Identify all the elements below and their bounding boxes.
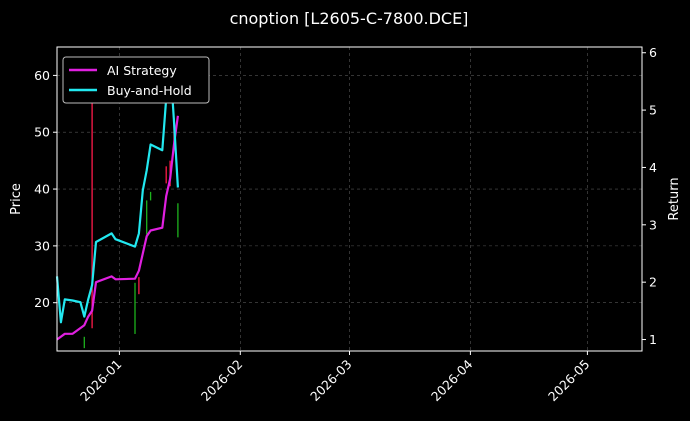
y-axis-left: 20 30 40 50 60 (34, 68, 57, 310)
y-tick-label-right: 4 (649, 160, 657, 175)
y-tick-label-right: 5 (649, 103, 657, 118)
y-tick-label-left: 40 (34, 182, 50, 197)
legend: AI Strategy Buy-and-Hold (62, 56, 210, 104)
y-tick-label-left: 60 (34, 68, 50, 83)
chart-title: cnoption [L2605-C-7800.DCE] (230, 9, 469, 28)
y-tick-label-left: 20 (34, 295, 50, 310)
y-axis-right: 1 2 3 4 5 6 (642, 45, 657, 347)
legend-label-ai-strategy: AI Strategy (107, 63, 177, 78)
y-tick-label-right: 6 (649, 45, 657, 60)
y-axis-label-right: Return (667, 177, 682, 220)
y-tick-label-right: 3 (649, 217, 657, 232)
series-lines (55, 60, 179, 341)
legend-box (62, 56, 210, 104)
buy-and-hold-line (55, 60, 179, 324)
legend-label-buy-and-hold: Buy-and-Hold (107, 83, 192, 98)
y-tick-label-left: 30 (34, 238, 50, 253)
grid (57, 47, 642, 351)
ai-strategy-line (56, 115, 179, 341)
y-tick-label-right: 1 (649, 332, 657, 347)
y-axis-label-left: Price (9, 183, 24, 215)
y-tick-label-left: 50 (34, 125, 50, 140)
y-tick-label-right: 2 (649, 275, 657, 290)
